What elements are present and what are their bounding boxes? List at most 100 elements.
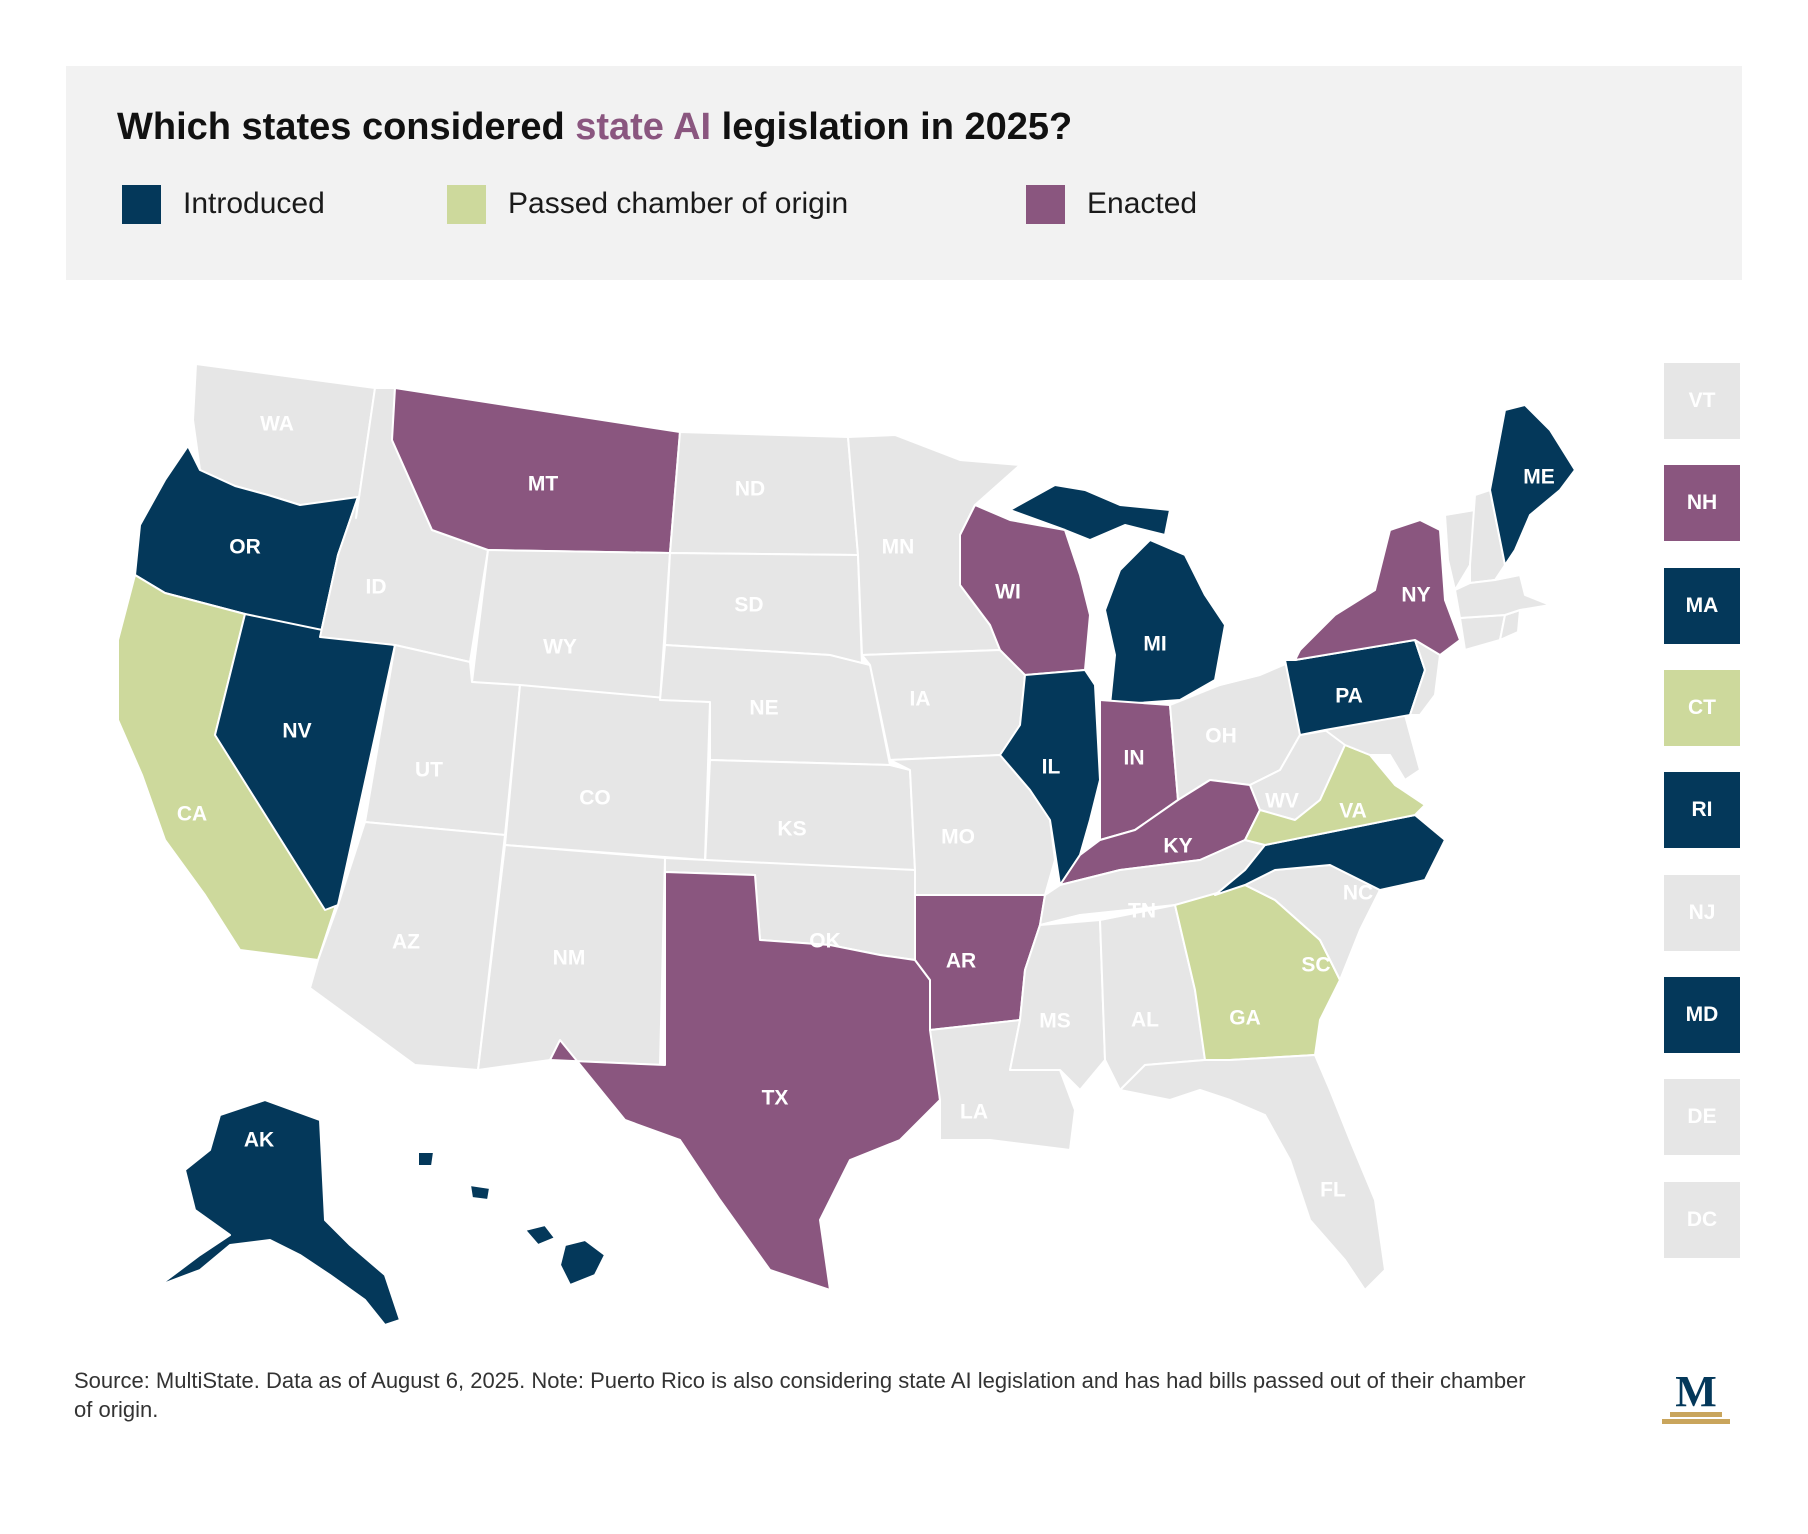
label-ut: UT xyxy=(415,759,443,782)
label-sd: SD xyxy=(734,594,763,617)
label-hi: HI xyxy=(563,1204,584,1227)
label-ga: GA xyxy=(1229,1007,1261,1030)
logo-bar-bottom xyxy=(1662,1419,1730,1424)
box-md: MD xyxy=(1664,977,1740,1053)
title-text-start: Which states considered xyxy=(117,106,576,148)
label-pa: PA xyxy=(1335,685,1363,708)
label-nv: NV xyxy=(282,720,311,743)
state-ny xyxy=(1294,519,1461,661)
label-ak: AK xyxy=(244,1129,274,1152)
state-vt xyxy=(1444,509,1476,591)
legend-label-introduced: Introduced xyxy=(183,187,325,220)
box-nh: NH xyxy=(1664,465,1740,541)
state-mt xyxy=(391,387,681,554)
us-map: WA OR CA NV ID MT WY UT AZ CO NM ND SD N… xyxy=(0,340,1808,1340)
label-ar: AR xyxy=(946,950,976,973)
label-wv: WV xyxy=(1265,790,1299,813)
state-nc xyxy=(1214,814,1446,896)
label-va: VA xyxy=(1339,800,1367,823)
box-vt: VT xyxy=(1664,363,1740,439)
label-il: IL xyxy=(1042,756,1061,779)
label-la: LA xyxy=(960,1101,988,1124)
label-mi: MI xyxy=(1143,633,1166,656)
label-ks: KS xyxy=(777,818,806,841)
state-co xyxy=(504,684,711,861)
legend-swatch-enacted xyxy=(1026,184,1065,224)
source-note: Source: MultiState. Data as of August 6,… xyxy=(74,1368,1526,1422)
state-mi-lower xyxy=(1104,539,1226,706)
label-ne: NE xyxy=(749,697,778,720)
label-ms: MS xyxy=(1039,1010,1071,1033)
box-label-ri: RI xyxy=(1691,798,1713,821)
label-sc: SC xyxy=(1301,954,1330,977)
state-md xyxy=(1324,714,1421,781)
box-ct: CT xyxy=(1664,670,1740,746)
label-nc: NC xyxy=(1343,882,1373,905)
label-ca: CA xyxy=(177,803,207,826)
legend-item-introduced: Introduced xyxy=(122,184,325,224)
state-ma xyxy=(1454,574,1551,619)
legend-swatch-introduced xyxy=(122,184,161,224)
box-de: DE xyxy=(1664,1079,1740,1155)
label-wa: WA xyxy=(260,413,294,436)
state-ks xyxy=(704,759,916,871)
legend-item-enacted: Enacted xyxy=(1026,184,1197,224)
state-hi-main xyxy=(559,1239,606,1286)
state-ct xyxy=(1459,614,1506,651)
label-nm: NM xyxy=(553,947,586,970)
label-in: IN xyxy=(1124,747,1145,770)
box-dc: DC xyxy=(1664,1182,1740,1258)
label-wy: WY xyxy=(543,636,577,659)
label-me: ME xyxy=(1523,466,1555,489)
state-tx xyxy=(549,871,941,1291)
state-mi-upper xyxy=(1009,484,1171,541)
label-tx: TX xyxy=(762,1087,789,1110)
legend-label-enacted: Enacted xyxy=(1087,187,1198,220)
label-tn: TN xyxy=(1128,900,1156,923)
box-label-vt: VT xyxy=(1688,389,1716,412)
label-mn: MN xyxy=(882,536,915,559)
label-oh: OH xyxy=(1205,725,1237,748)
state-ak xyxy=(159,1099,401,1326)
state-wy xyxy=(471,549,671,701)
title-text-end: legislation in 2025? xyxy=(711,106,1073,148)
state-ms xyxy=(1009,919,1106,1091)
label-or: OR xyxy=(229,536,261,559)
label-mt: MT xyxy=(528,473,558,496)
title-accent: state AI xyxy=(575,106,712,148)
state-hi-oahu xyxy=(469,1184,491,1201)
state-hi-maui xyxy=(524,1224,556,1246)
legend-item-passed: Passed chamber of origin xyxy=(447,184,848,224)
logo-bar-top xyxy=(1670,1412,1722,1417)
box-label-nj: NJ xyxy=(1688,901,1716,924)
label-fl: FL xyxy=(1320,1179,1346,1202)
header-panel: Which states considered state AI legisla… xyxy=(66,66,1742,280)
label-ok: OK xyxy=(809,930,841,953)
box-label-dc: DC xyxy=(1686,1208,1718,1231)
label-mo: MO xyxy=(941,826,975,849)
label-az: AZ xyxy=(392,931,420,954)
label-al: AL xyxy=(1131,1009,1159,1032)
label-ny: NY xyxy=(1401,584,1430,607)
box-ri: RI xyxy=(1664,772,1740,848)
state-me xyxy=(1489,404,1576,566)
box-label-ma: MA xyxy=(1685,594,1719,617)
box-label-ct: CT xyxy=(1688,696,1716,719)
label-nd: ND xyxy=(735,478,765,501)
label-ky: KY xyxy=(1163,835,1192,858)
box-label-de: DE xyxy=(1687,1105,1717,1128)
box-label-md: MD xyxy=(1685,1003,1719,1026)
legend-label-passed: Passed chamber of origin xyxy=(508,187,849,220)
box-ma: MA xyxy=(1664,568,1740,644)
us-map-svg: WA OR CA NV ID MT WY UT AZ CO NM ND SD N… xyxy=(117,363,1576,1326)
logo-letter: M xyxy=(1675,1367,1717,1416)
box-nj: NJ xyxy=(1664,875,1740,951)
label-co: CO xyxy=(579,787,611,810)
state-ia xyxy=(861,649,1026,761)
box-label-nh: NH xyxy=(1686,491,1718,514)
multistate-logo-icon: M xyxy=(1662,1367,1730,1424)
label-ia: IA xyxy=(910,688,931,711)
legend-swatch-passed xyxy=(447,184,486,224)
state-hi-kauai xyxy=(417,1151,435,1167)
label-id: ID xyxy=(366,576,387,599)
